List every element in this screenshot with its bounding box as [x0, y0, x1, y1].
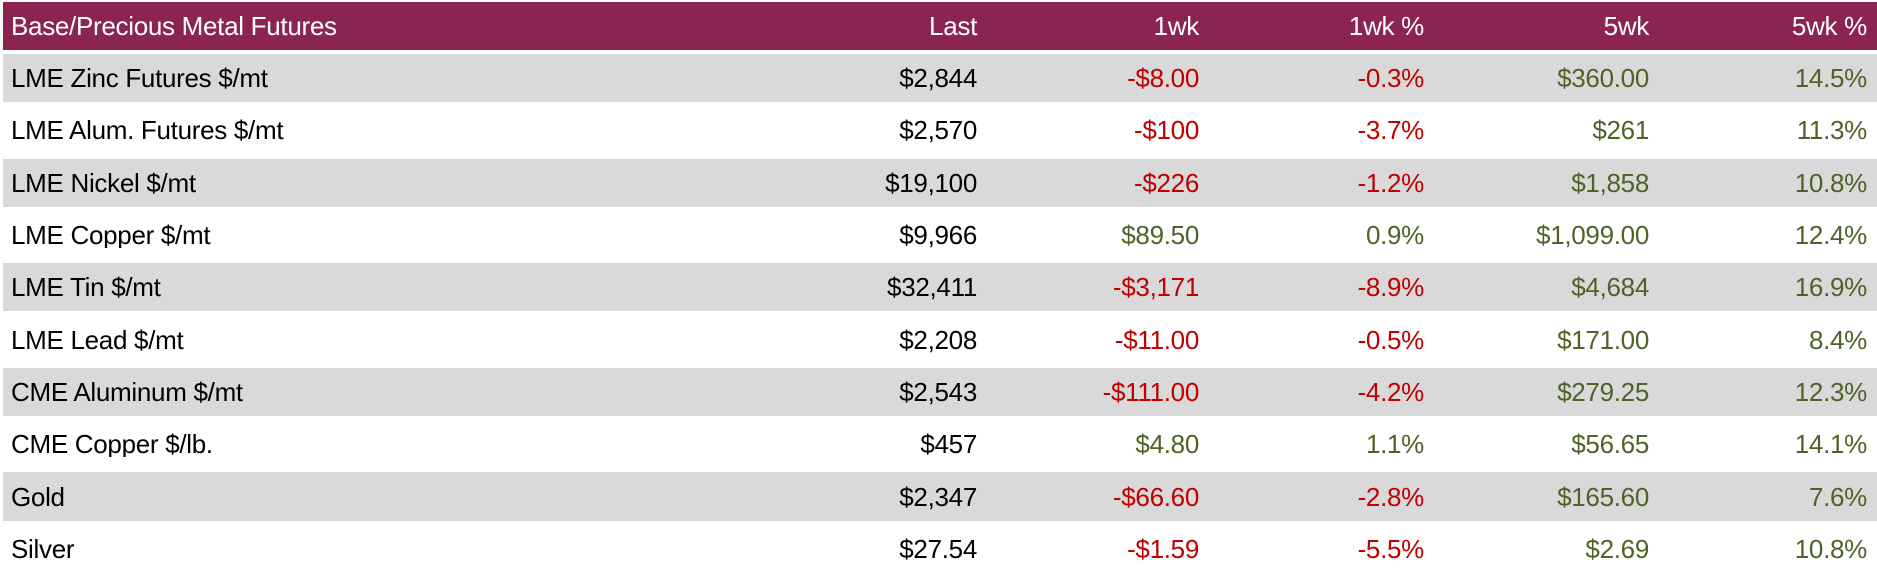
table-row: Gold $2,347 -$66.60 -2.8% $165.60 7.6% — [3, 468, 1877, 521]
5wk-change-cell: $171.00 — [1557, 326, 1649, 353]
last-price-cell: $32,411 — [887, 274, 977, 301]
5wk-change-pct-cell: 8.4% — [1808, 326, 1867, 353]
last-price-cell: $457 — [920, 431, 977, 458]
1wk-change-pct-cell: -1.2% — [1357, 169, 1425, 196]
table-title: Base/Precious Metal Futures — [11, 13, 337, 39]
instrument-name: Silver — [11, 535, 75, 562]
column-header-last: Last — [929, 13, 977, 39]
table-row: LME Zinc Futures $/mt $2,844 -$8.00 -0.3… — [3, 50, 1877, 103]
instrument-name: LME Alum. Futures $/mt — [11, 117, 284, 144]
5wk-change-cell: $4,684 — [1571, 274, 1649, 301]
5wk-change-pct-cell: 11.3% — [1796, 117, 1868, 144]
5wk-change-pct-cell: 16.9% — [1794, 274, 1868, 301]
instrument-name: LME Copper $/mt — [11, 222, 211, 249]
1wk-change-cell: -$8.00 — [1127, 65, 1199, 92]
table-row: LME Nickel $/mt $19,100 -$226 -1.2% $1,8… — [3, 154, 1877, 207]
last-price-cell: $27.54 — [899, 535, 977, 562]
5wk-change-pct-cell: 14.1% — [1794, 431, 1868, 458]
instrument-name: Gold — [11, 483, 65, 510]
5wk-change-pct-cell: 7.6% — [1808, 483, 1867, 510]
1wk-change-pct-cell: 0.9% — [1365, 222, 1424, 249]
5wk-change-cell: $1,858 — [1571, 169, 1649, 196]
instrument-name: LME Tin $/mt — [11, 274, 161, 301]
1wk-change-pct-cell: -5.5% — [1357, 535, 1425, 562]
last-price-cell: $19,100 — [885, 169, 977, 196]
instrument-name: LME Lead $/mt — [11, 326, 184, 353]
1wk-change-cell: -$1.59 — [1127, 535, 1199, 562]
column-header-1wk: 1wk — [1153, 13, 1200, 39]
5wk-change-cell: $279.25 — [1557, 378, 1649, 405]
table-row: LME Alum. Futures $/mt $2,570 -$100 -3.7… — [3, 102, 1877, 155]
1wk-change-cell: $89.50 — [1121, 222, 1199, 249]
1wk-change-pct-cell: -4.2% — [1357, 378, 1425, 405]
table-header-row: Base/Precious Metal Futures Last 1wk 1wk… — [3, 2, 1877, 50]
5wk-change-cell: $261 — [1592, 117, 1649, 144]
5wk-change-pct-cell: 12.3% — [1794, 378, 1868, 405]
instrument-name: CME Copper $/lb. — [11, 431, 213, 458]
table-row: Silver $27.54 -$1.59 -5.5% $2.69 10.8% — [3, 520, 1877, 573]
column-header-5wk-pct: 5wk % — [1791, 13, 1867, 39]
table-row: LME Copper $/mt $9,966 $89.50 0.9% $1,09… — [3, 206, 1877, 260]
column-header-5wk: 5wk — [1603, 13, 1650, 39]
column-header-1wk-pct: 1wk % — [1348, 13, 1424, 39]
table-row: CME Aluminum $/mt $2,543 -$111.00 -4.2% … — [3, 363, 1877, 417]
1wk-change-pct-cell: -0.3% — [1357, 65, 1425, 92]
1wk-change-cell: $4.80 — [1135, 431, 1199, 458]
table-row: LME Tin $/mt $32,411 -$3,171 -8.9% $4,68… — [3, 259, 1877, 312]
5wk-change-pct-cell: 14.5% — [1794, 65, 1868, 92]
last-price-cell: $2,347 — [899, 483, 977, 510]
5wk-change-pct-cell: 10.8% — [1794, 535, 1868, 562]
1wk-change-cell: -$111.00 — [1102, 378, 1200, 405]
last-price-cell: $2,543 — [899, 378, 977, 405]
5wk-change-pct-cell: 10.8% — [1794, 169, 1868, 196]
5wk-change-cell: $165.60 — [1557, 483, 1649, 510]
5wk-change-pct-cell: 12.4% — [1794, 222, 1868, 249]
1wk-change-pct-cell: -0.5% — [1357, 326, 1425, 353]
1wk-change-cell: -$3,171 — [1112, 274, 1199, 301]
last-price-cell: $9,966 — [899, 222, 977, 249]
1wk-change-cell: -$66.60 — [1112, 483, 1199, 510]
5wk-change-cell: $1,099.00 — [1536, 222, 1649, 249]
last-price-cell: $2,208 — [899, 326, 977, 353]
instrument-name: LME Zinc Futures $/mt — [11, 65, 268, 92]
instrument-name: LME Nickel $/mt — [11, 169, 196, 196]
1wk-change-cell: -$226 — [1134, 169, 1199, 196]
table-row: CME Copper $/lb. $457 $4.80 1.1% $56.65 … — [3, 416, 1877, 469]
table-body: LME Zinc Futures $/mt $2,844 -$8.00 -0.3… — [3, 50, 1877, 573]
1wk-change-pct-cell: -2.8% — [1357, 483, 1425, 510]
5wk-change-cell: $360.00 — [1557, 65, 1649, 92]
table-row: LME Lead $/mt $2,208 -$11.00 -0.5% $171.… — [3, 311, 1877, 364]
1wk-change-cell: -$11.00 — [1114, 326, 1199, 353]
1wk-change-pct-cell: 1.1% — [1365, 431, 1424, 458]
5wk-change-cell: $2.69 — [1585, 535, 1649, 562]
1wk-change-pct-cell: -3.7% — [1357, 117, 1425, 144]
1wk-change-cell: -$100 — [1134, 117, 1199, 144]
last-price-cell: $2,570 — [899, 117, 977, 144]
instrument-name: CME Aluminum $/mt — [11, 378, 243, 405]
1wk-change-pct-cell: -8.9% — [1357, 274, 1425, 301]
last-price-cell: $2,844 — [899, 65, 977, 92]
5wk-change-cell: $56.65 — [1571, 431, 1649, 458]
